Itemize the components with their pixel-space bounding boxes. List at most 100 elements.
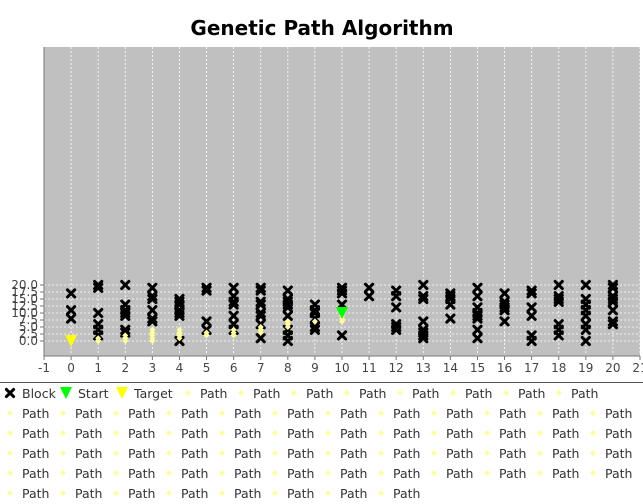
legend-item-path: Path [161,424,208,444]
start-legend-icon [60,387,72,399]
block-marker [499,316,510,327]
legend-label: Path [499,426,527,441]
path-legend-icon [7,410,13,416]
legend-symbol [2,404,18,424]
legend-symbol [161,464,177,484]
legend-label: Path [234,486,262,501]
legend-symbol [55,424,71,444]
block-marker [336,330,348,341]
data-marks [65,279,619,347]
y-tick-label: 17.5 [11,285,38,299]
legend-label: Path [552,446,580,461]
legend-symbol [180,384,196,404]
legend-marker [590,410,596,416]
legend-label: Path [446,426,474,441]
legend-label: Path [128,486,156,501]
y-tick-label: 15.0 [11,292,38,306]
legend-marker [113,470,119,476]
block-marker [391,324,402,335]
legend-marker [60,470,66,476]
block-marker [418,279,429,291]
legend-marker [7,410,13,416]
path-legend-icon [219,490,225,496]
x-tick-label: 21 [632,361,643,375]
legend-item-path: Path [585,464,632,484]
legend-symbol [108,424,124,444]
legend-item-path: Path [551,384,598,404]
block-marker [201,316,212,327]
y-tick-label: 0.0 [19,334,38,348]
legend-item-path: Path [320,484,367,504]
legend-marker [60,410,66,416]
legend-item-path: Path [2,424,49,444]
block-marker [282,285,293,296]
x-tick-label: 7 [257,361,265,375]
path-marker [176,335,183,342]
legend-item-target: Target [114,384,173,404]
legend-marker [325,430,331,436]
block-marker [526,302,537,313]
legend-symbol [320,464,336,484]
legend-item-path: Path [532,424,579,444]
legend-item-path: Path [55,424,102,444]
path-marker [311,318,318,325]
legend-item-path: Path [532,464,579,484]
legend-marker [166,490,172,496]
path-legend-icon [113,450,119,456]
legend-item-block: Block [2,384,56,404]
legend-item-path: Path [2,444,49,464]
legend-marker [272,490,278,496]
path-legend-icon [272,450,278,456]
legend-symbol [108,464,124,484]
legend-marker [537,450,543,456]
legend-item-path: Path [445,384,492,404]
legend-marker [431,430,437,436]
block-marker [445,299,456,310]
legend-item-path: Path [320,464,367,484]
legend-symbol [392,384,408,404]
legend-item-path: Path [108,424,155,444]
legend-symbol [320,484,336,504]
legend-label: Path [393,426,421,441]
block-marker [228,299,239,310]
legend-symbol [498,384,514,404]
x-tick-label: 9 [311,361,319,375]
block-marker [553,279,564,291]
path-legend-icon [537,410,543,416]
legend-marker [537,410,543,416]
block-marker [255,310,266,321]
legend-symbol [214,444,230,464]
legend-item-path: Path [373,484,420,504]
path-legend-icon [537,470,543,476]
legend-symbol [2,484,18,504]
legend-label: Path [287,466,315,481]
legend-marker [503,390,509,396]
path-legend-icon [60,490,66,496]
legend-label: Path [359,386,387,401]
x-tick-label: 17 [524,361,539,375]
block-marker [120,279,131,291]
legend-symbol [426,444,442,464]
legend-marker [397,390,403,396]
path-legend-icon [378,430,384,436]
path-legend-icon [60,430,66,436]
legend-label: Path [340,486,368,501]
legend-symbol [161,444,177,464]
block-marker [472,333,483,344]
legend-item-path: Path [214,404,261,424]
legend-label: Path [181,426,209,441]
x-tick-label: 18 [551,361,566,375]
path-legend-icon [484,470,490,476]
legend-symbol [585,444,601,464]
block-marker [391,291,402,302]
legend-symbol [426,464,442,484]
x-tick-label: 16 [497,361,512,375]
legend-label: Path [128,466,156,481]
path-legend-icon [378,410,384,416]
block-marker [93,307,104,319]
block-marker [228,310,239,321]
legend-item-path: Path [267,404,314,424]
path-legend-icon [484,410,490,416]
legend-symbol [161,424,177,444]
path-legend-icon [590,430,596,436]
